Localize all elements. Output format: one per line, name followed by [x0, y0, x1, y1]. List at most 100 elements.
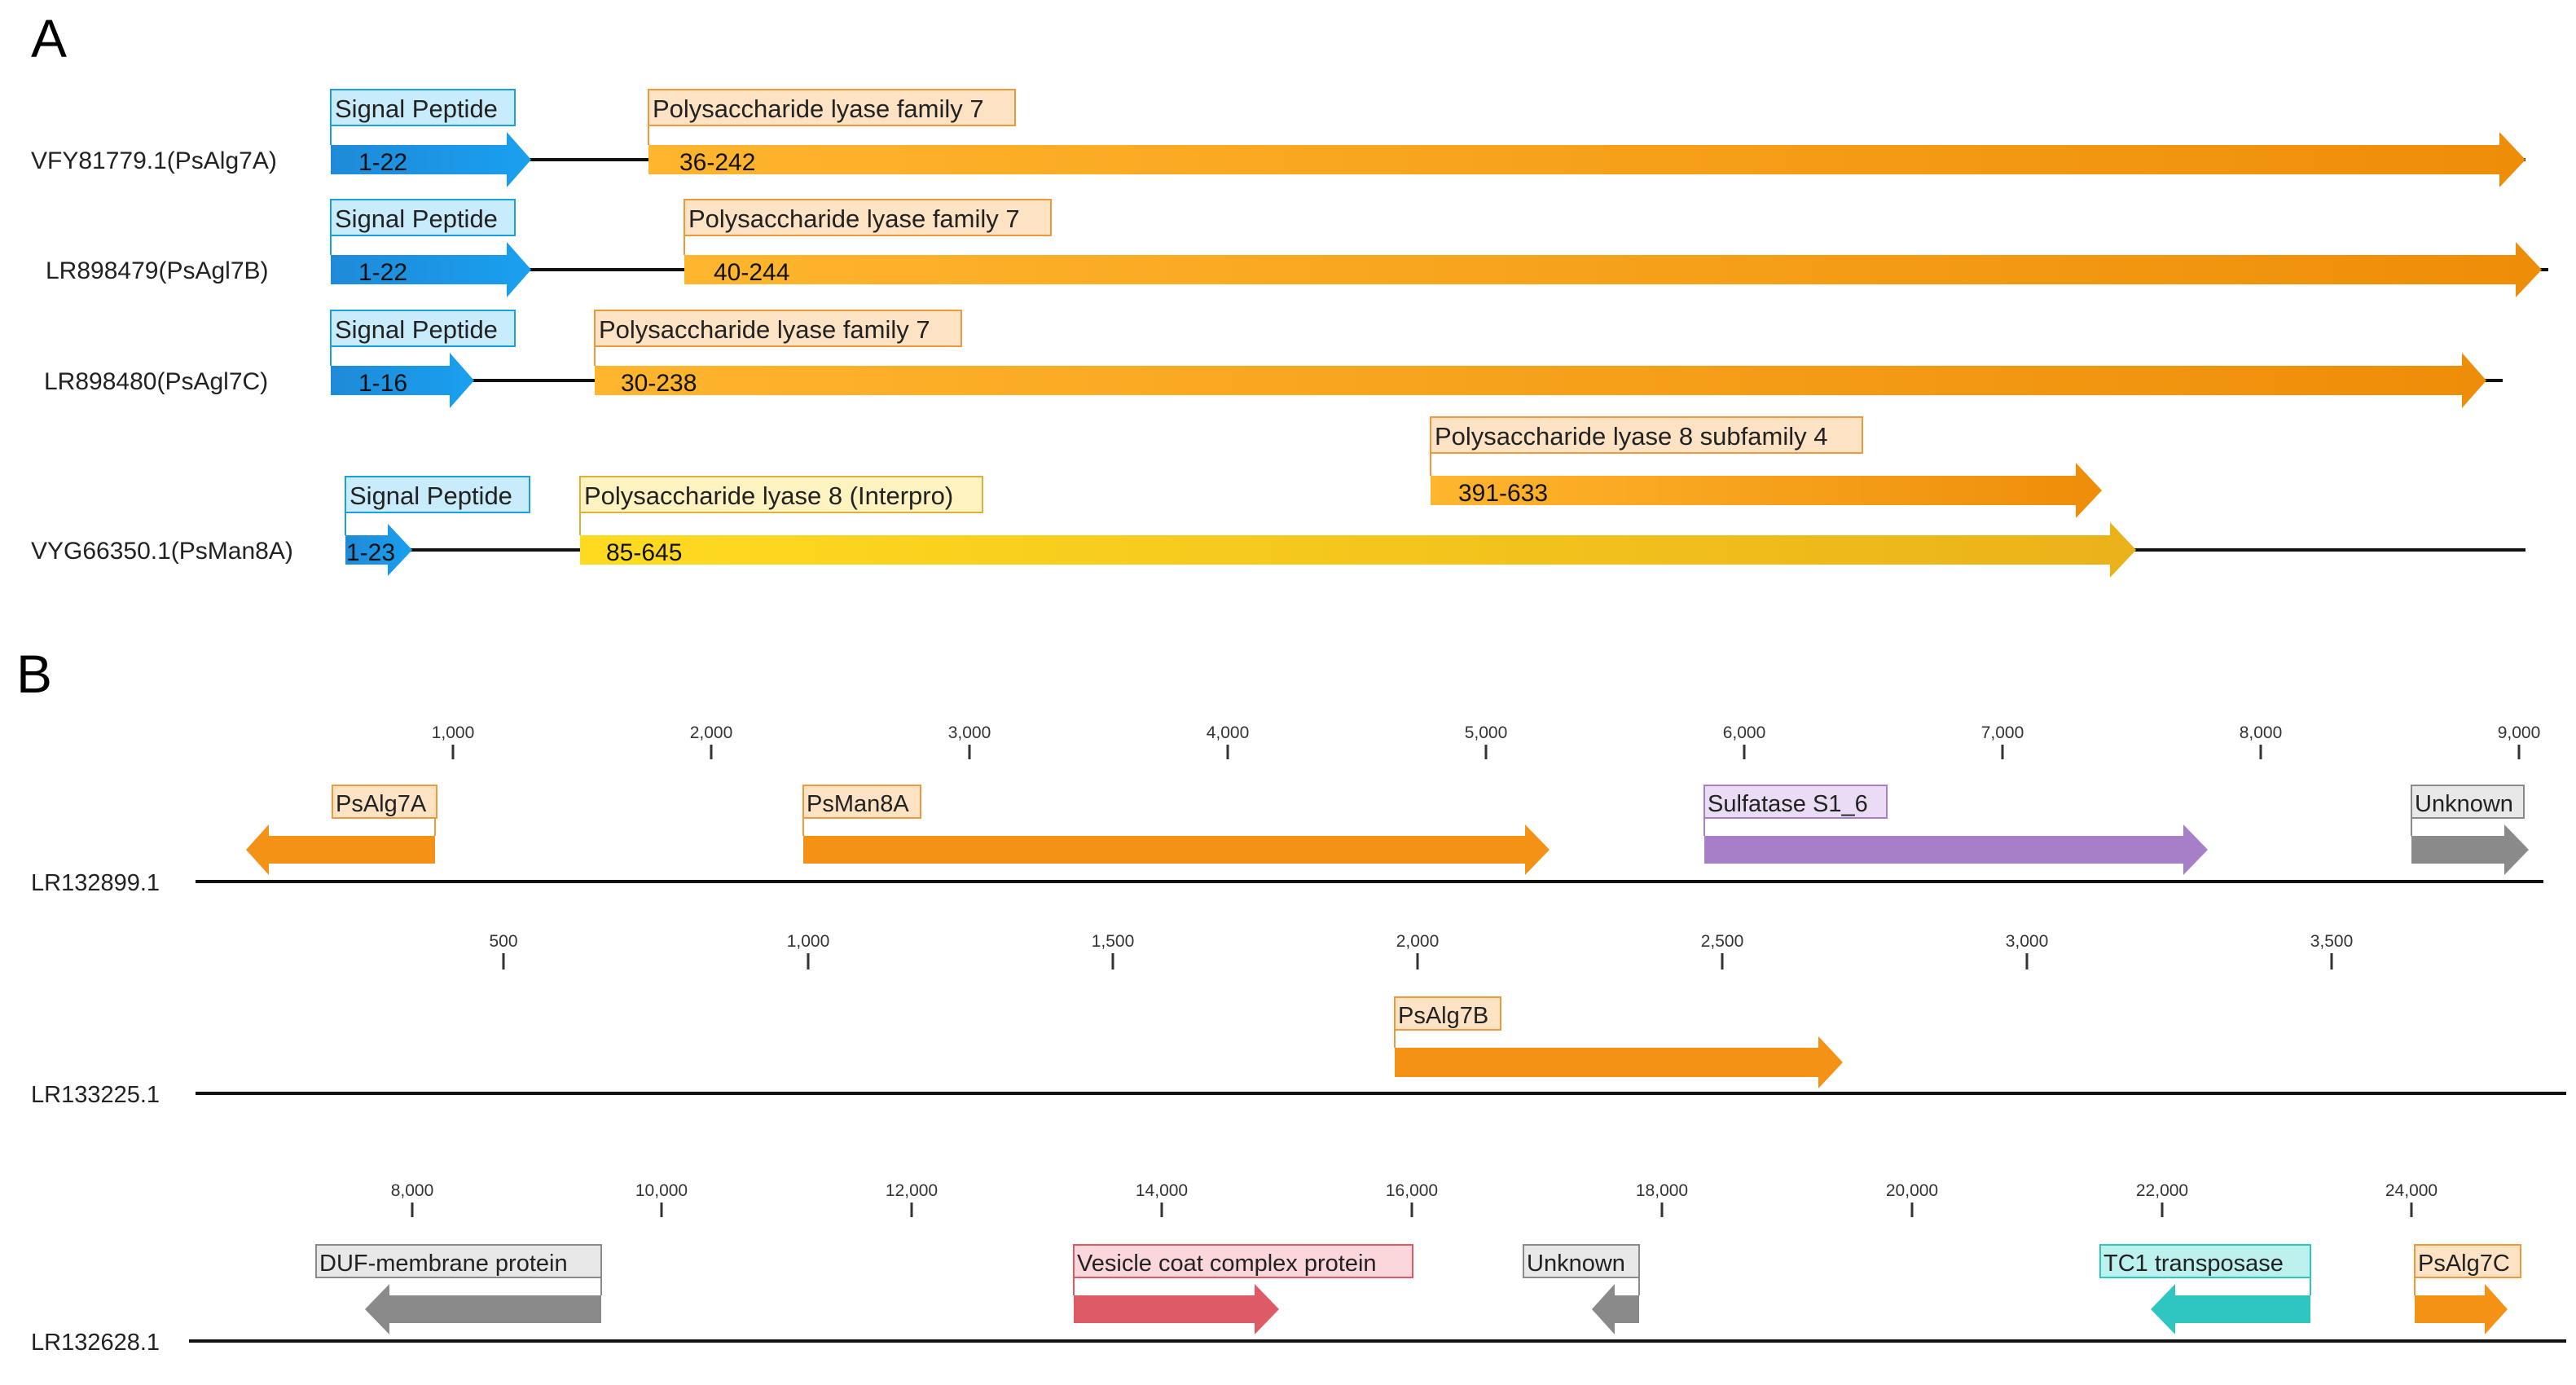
- contig-name: LR132899.1: [31, 870, 160, 896]
- contig-name: LR132628.1: [31, 1330, 160, 1356]
- scale-tick-label: 24,000: [2385, 1181, 2438, 1200]
- domain-range: 40-244: [714, 259, 789, 286]
- gene-arrow: [246, 824, 435, 875]
- gene-label-box: [332, 785, 437, 819]
- protein-row-2: LR898479(PsAgl7B) 1-22 Signal Peptide 40…: [46, 199, 2548, 297]
- protein-name: VYG66350.1(PsMan8A): [31, 538, 293, 565]
- scale-tick-label: 3,500: [2310, 932, 2354, 951]
- signal-peptide-arrow: [331, 132, 531, 187]
- domain-label: Polysaccharide lyase family 7: [599, 315, 930, 344]
- scale-tick-label: 1,000: [432, 723, 475, 742]
- scale-tick-label: 2,000: [1396, 932, 1440, 951]
- gene-arrow: [2151, 1284, 2310, 1334]
- gene-arrow: [1592, 1284, 1639, 1334]
- scale-ticks: 1,000 2,000 3,000 4,000 5,000 6,000 7,00…: [432, 723, 2541, 759]
- gene-label: PsAlg7A: [336, 791, 427, 817]
- gene-label-box: [1523, 1244, 1640, 1278]
- domain-label-box: [330, 89, 516, 126]
- contig-track-3: 8,000 10,000 12,000 14,000 16,000 18,000…: [31, 1181, 2566, 1356]
- scale-tick-label: 2,500: [1701, 932, 1744, 951]
- panel-b-label: B: [16, 644, 52, 704]
- contig-track-1: 1,000 2,000 3,000 4,000 5,000 6,000 7,00…: [31, 723, 2543, 896]
- domain-range: 1-16: [358, 370, 407, 397]
- domain-range: 1-23: [346, 539, 395, 566]
- scale-tick-label: 12,000: [886, 1181, 938, 1200]
- scale-tick-label: 20,000: [1886, 1181, 1938, 1200]
- scale-tick-label: 10,000: [635, 1181, 688, 1200]
- domain-label-box: [594, 310, 962, 347]
- scale-tick-label: 8,000: [391, 1181, 434, 1200]
- gene-label-box: [1394, 996, 1501, 1031]
- domain-range: 391-633: [1458, 480, 1548, 507]
- contig-name: LR133225.1: [31, 1082, 160, 1108]
- gene-arrow: [1074, 1284, 1279, 1334]
- pl7-domain-arrow: [595, 353, 2486, 408]
- scale-tick-label: 2,000: [690, 723, 733, 742]
- gene-label: DUF-membrane protein: [319, 1251, 568, 1277]
- scale-tick-label: 9,000: [2498, 723, 2541, 742]
- panel-a-label: A: [31, 8, 67, 68]
- domain-range: 36-242: [679, 149, 755, 176]
- protein-name: LR898479(PsAgl7B): [46, 257, 269, 284]
- scale-tick-label: 16,000: [1386, 1181, 1438, 1200]
- domain-label-box: [330, 310, 516, 347]
- signal-peptide-arrow: [345, 524, 412, 576]
- signal-peptide-arrow: [331, 353, 474, 408]
- pl8-subfamily-arrow: [1431, 463, 2102, 518]
- gene-arrow: [2415, 1284, 2508, 1334]
- scale-tick-label: 3,000: [2006, 932, 2049, 951]
- protein-row-4: VYG66350.1(PsMan8A) 1-23 Signal Peptide …: [31, 416, 2525, 578]
- pl7-domain-arrow: [684, 242, 2542, 297]
- contig-track-2: 500 1,000 1,500 2,000 2,500 3,000 3,500 …: [31, 932, 2566, 1108]
- domain-label: Polysaccharide lyase 8 subfamily 4: [1435, 422, 1827, 451]
- gene-label: Unknown: [1527, 1251, 1625, 1277]
- pl7-domain-arrow: [648, 132, 2525, 187]
- domain-label: Polysaccharide lyase family 7: [653, 95, 984, 123]
- protein-name: VFY81779.1(PsAlg7A): [31, 147, 277, 174]
- pl8-domain-arrow: [580, 522, 2136, 578]
- protein-row-1: VFY81779.1(PsAlg7A) 1-22 Signal Peptide …: [31, 89, 2525, 187]
- gene-label: Unknown: [2415, 791, 2513, 817]
- gene-arrow: [2411, 824, 2529, 875]
- signal-peptide-arrow: [331, 242, 531, 297]
- scale-tick-label: 1,500: [1092, 932, 1135, 951]
- domain-label: Signal Peptide: [335, 315, 498, 344]
- domain-range: 1-22: [358, 259, 407, 286]
- gene-label-box: [802, 785, 921, 819]
- gene-label-box: [2414, 1244, 2521, 1278]
- scale-ticks: 8,000 10,000 12,000 14,000 16,000 18,000…: [391, 1181, 2438, 1217]
- domain-range: 1-22: [358, 149, 407, 176]
- gene-label-box: [2411, 785, 2525, 819]
- scale-ticks: 500 1,000 1,500 2,000 2,500 3,000 3,500: [489, 932, 2353, 970]
- protein-name: LR898480(PsAgl7C): [44, 368, 268, 395]
- domain-label: Signal Peptide: [335, 204, 498, 233]
- scale-tick-label: 8,000: [2240, 723, 2283, 742]
- scale-tick-label: 6,000: [1723, 723, 1766, 742]
- domain-range: 30-238: [621, 370, 697, 397]
- gene-arrow: [1704, 824, 2208, 875]
- domain-label: Signal Peptide: [349, 481, 512, 510]
- gene-label: Vesicle coat complex protein: [1077, 1251, 1377, 1277]
- scale-tick-label: 18,000: [1636, 1181, 1688, 1200]
- scale-tick-label: 4,000: [1207, 723, 1250, 742]
- gene-label: TC1 transposase: [2103, 1251, 2284, 1277]
- domain-label-box: [579, 476, 983, 513]
- domain-label-box: [1430, 416, 1863, 454]
- domain-label-box: [330, 199, 516, 236]
- gene-label-box: [1073, 1244, 1413, 1278]
- scale-tick-label: 3,000: [948, 723, 991, 742]
- domain-label: Polysaccharide lyase 8 (Interpro): [584, 481, 953, 510]
- domain-label-box: [684, 199, 1052, 236]
- gene-label: PsAlg7B: [1398, 1003, 1488, 1029]
- domain-range: 85-645: [606, 539, 682, 566]
- gene-arrow: [365, 1284, 601, 1334]
- gene-label: PsAlg7C: [2418, 1251, 2510, 1277]
- domain-label: Signal Peptide: [335, 95, 498, 123]
- gene-label: Sulfatase S1_6: [1708, 791, 1868, 817]
- scale-tick-label: 14,000: [1136, 1181, 1188, 1200]
- domain-label-box: [648, 89, 1016, 126]
- gene-label-box: [315, 1244, 602, 1278]
- scale-tick-label: 7,000: [1981, 723, 2024, 742]
- scale-tick-label: 5,000: [1465, 723, 1508, 742]
- scale-tick-label: 1,000: [787, 932, 830, 951]
